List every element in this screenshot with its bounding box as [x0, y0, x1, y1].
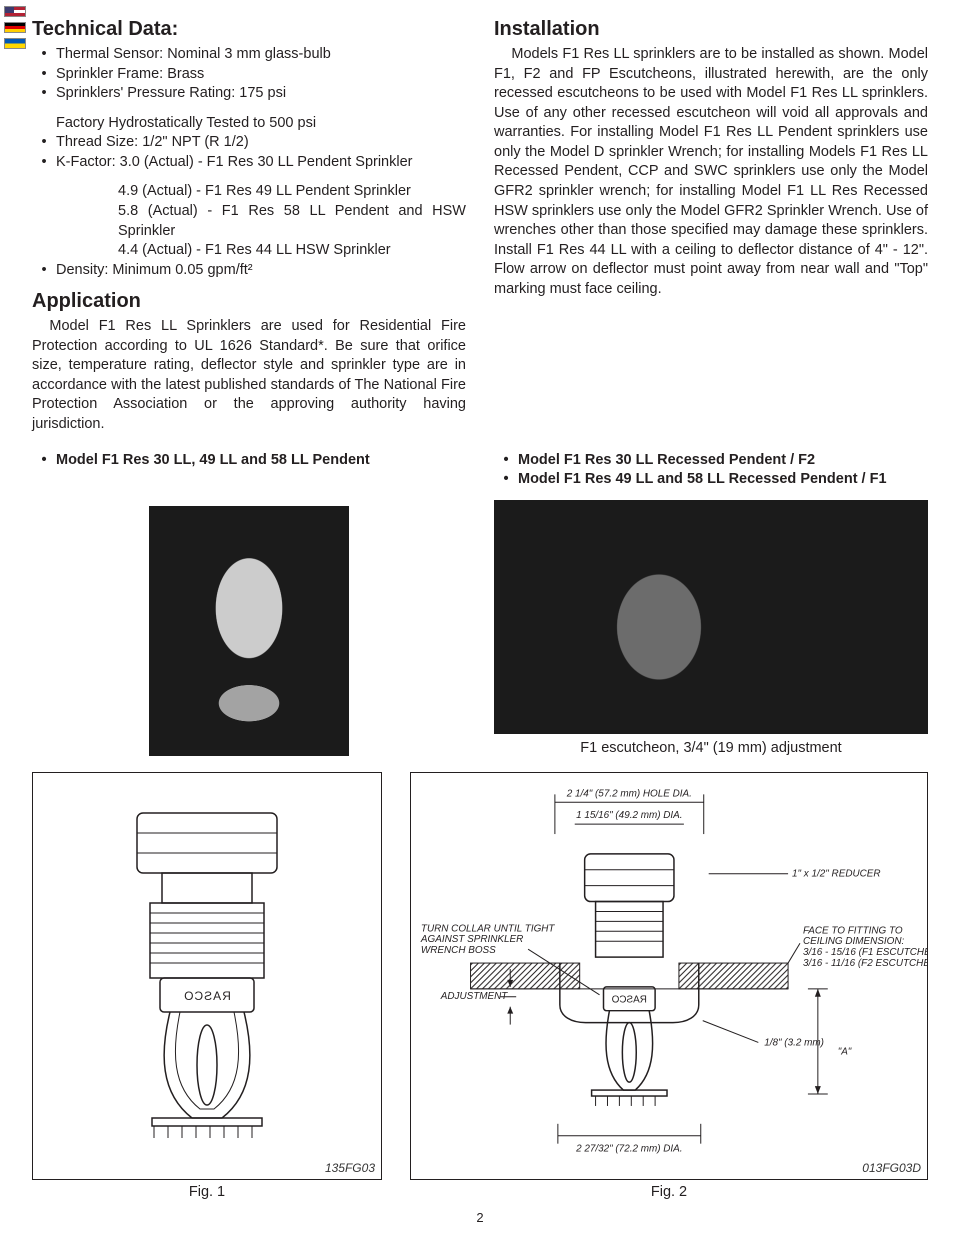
- flag-usa-icon: [4, 6, 26, 17]
- bullet-density: Density: Minimum 0.05 gpm/ft²: [56, 261, 466, 281]
- right-column: Installation Models F1 Res LL sprinklers…: [494, 18, 928, 435]
- fig2-caption: Fig. 2: [410, 1184, 928, 1200]
- tech-bullets: •Thermal Sensor: Nominal 3 mm glass-bulb…: [32, 45, 466, 104]
- bullet-thermal: Thermal Sensor: Nominal 3 mm glass-bulb: [56, 45, 466, 65]
- heading-technical-data: Technical Data:: [32, 18, 466, 41]
- anno-reducer: 1" x 1/2" REDUCER: [792, 868, 881, 879]
- sub-factory-tested: Factory Hydrostatically Tested to 500 ps…: [32, 114, 466, 134]
- caption-escutcheon: F1 escutcheon, 3/4" (19 mm) adjustment: [494, 740, 928, 756]
- heading-installation: Installation: [494, 18, 928, 41]
- figure-2-box: 2 1/4" (57.2 mm) HOLE DIA. 1 15/16" (49.…: [410, 772, 928, 1180]
- bullet-kfactor: K-Factor: 3.0 (Actual) - F1 Res 30 LL Pe…: [56, 153, 466, 173]
- heading-application: Application: [32, 290, 466, 313]
- anno-bottom-dia: 2 27/32" (72.2 mm) DIA.: [575, 1143, 682, 1154]
- kf-line-58: 5.8 (Actual) - F1 Res 58 LL Pendent and …: [32, 202, 466, 241]
- figure-1-box: RASCO 135FG03: [32, 772, 382, 1180]
- bullet-thread: Thread Size: 1/2" NPT (R 1/2): [56, 133, 466, 153]
- page-number: 2: [32, 1210, 928, 1225]
- fig2-code: 013FG03D: [862, 1161, 921, 1175]
- anno-gap: 1/8" (3.2 mm): [764, 1037, 824, 1048]
- anno-collar: TURN COLLAR UNTIL TIGHT AGAINST SPRINKLE…: [420, 923, 557, 956]
- product-image-right: F1 escutcheon, 3/4" (19 mm) adjustment: [494, 500, 928, 756]
- bullet-pressure: Sprinklers' Pressure Rating: 175 psi: [56, 84, 466, 104]
- application-body: Model F1 Res LL Sprinklers are used for …: [32, 317, 466, 434]
- flag-de-icon: [4, 22, 26, 33]
- locale-flag-strip: [4, 6, 26, 54]
- anno-a: "A": [838, 1046, 852, 1057]
- fig1-caption: Fig. 1: [32, 1184, 382, 1200]
- model-right-bullet-2: Model F1 Res 49 LL and 58 LL Recessed Pe…: [518, 470, 928, 490]
- figure-2-drawing-icon: 2 1/4" (57.2 mm) HOLE DIA. 1 15/16" (49.…: [411, 773, 927, 1169]
- flag-ua-icon: [4, 38, 26, 49]
- product-image-left: [32, 500, 466, 756]
- svg-text:RASCO: RASCO: [611, 994, 647, 1005]
- model-right-bullet-1: Model F1 Res 30 LL Recessed Pendent / F2: [518, 451, 928, 471]
- figure-1-drawing-icon: RASCO: [42, 773, 372, 1169]
- anno-adjustment: ADJUSTMENT: [440, 990, 509, 1001]
- svg-text:RASCO: RASCO: [183, 989, 231, 1003]
- density-bullet-list: •Density: Minimum 0.05 gpm/ft²: [32, 261, 466, 281]
- kf-line-44: 4.4 (Actual) - F1 Res 44 LL HSW Sprinkle…: [32, 241, 466, 261]
- sprinkler-photo-icon: [149, 506, 349, 756]
- anno-hole-dia: 2 1/4" (57.2 mm) HOLE DIA.: [566, 788, 692, 799]
- fig1-code: 135FG03: [325, 1161, 375, 1175]
- kf-line-49: 4.9 (Actual) - F1 Res 49 LL Pendent Spri…: [32, 182, 466, 202]
- tech-bullets-2: •Thread Size: 1/2" NPT (R 1/2) •K-Factor…: [32, 133, 466, 172]
- anno-hole2-dia: 1 15/16" (49.2 mm) DIA.: [576, 810, 682, 821]
- anno-face-to-fitting: FACE TO FITTING TO CEILING DIMENSION: 3/…: [803, 925, 927, 969]
- model-left-bullet: Model F1 Res 30 LL, 49 LL and 58 LL Pend…: [56, 451, 466, 471]
- recessed-photo-icon: [494, 500, 928, 734]
- bullet-frame: Sprinkler Frame: Brass: [56, 65, 466, 85]
- installation-body: Models F1 Res LL sprinklers are to be in…: [494, 45, 928, 299]
- left-column: Technical Data: •Thermal Sensor: Nominal…: [32, 18, 466, 435]
